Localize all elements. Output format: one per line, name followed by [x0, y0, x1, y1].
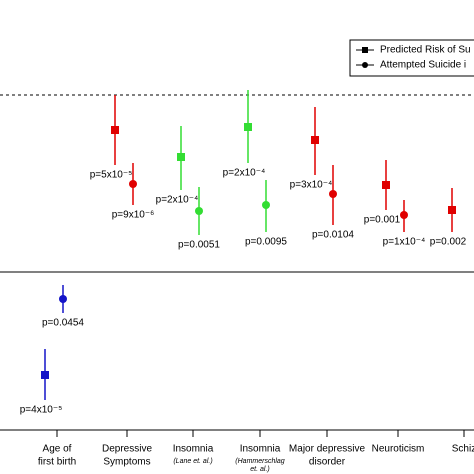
p-label: p=2x10⁻⁴: [223, 168, 266, 179]
point: [111, 126, 119, 134]
p-label: p=0.0095: [245, 237, 287, 248]
p-label: p=3x10⁻⁴: [290, 180, 333, 191]
x-tick-label: Insomnia: [240, 444, 281, 455]
legend-box: [349, 39, 474, 77]
legend-marker: [362, 62, 368, 68]
point: [129, 180, 137, 188]
x-tick-label: disorder: [309, 457, 346, 468]
category-note: (Hammerschlag: [235, 458, 285, 465]
p-label: p=1x10⁻⁴: [383, 237, 426, 248]
category-note: (Lane et. al.): [173, 458, 212, 465]
legend-label: Attempted Suicide i: [380, 60, 466, 71]
p-label: p=5x10⁻⁵: [90, 170, 133, 181]
x-tick-label: first birth: [38, 457, 76, 468]
point: [59, 295, 67, 303]
p-label: p=0.0454: [42, 318, 84, 329]
point: [329, 190, 337, 198]
x-tick-label: Depressive: [102, 444, 152, 455]
point: [448, 206, 456, 214]
point: [177, 153, 185, 161]
point: [311, 136, 319, 144]
x-tick-label: Schiz: [452, 444, 474, 455]
legend-label: Predicted Risk of Su: [380, 45, 471, 56]
point: [41, 371, 49, 379]
point: [195, 207, 203, 215]
p-label: p=9x10⁻⁶: [112, 210, 154, 221]
p-label: p=0.002: [430, 237, 467, 248]
x-tick-label: Insomnia: [173, 444, 214, 455]
legend-marker: [362, 47, 368, 53]
x-tick-label: Neuroticism: [372, 444, 425, 455]
point: [400, 211, 408, 219]
x-tick-label: Symptoms: [103, 457, 150, 468]
p-label: p=0.001: [364, 215, 401, 226]
p-label: p=4x10⁻⁵: [20, 405, 63, 416]
p-label: p=2x10⁻⁴: [156, 195, 199, 206]
x-tick-label: Age of: [43, 444, 72, 455]
point: [244, 123, 252, 131]
category-note: et. al.): [250, 466, 269, 473]
p-label: p=0.0051: [178, 240, 220, 251]
p-label: p=0.0104: [312, 230, 354, 241]
point: [382, 181, 390, 189]
point: [262, 201, 270, 209]
x-tick-label: Major depressive: [289, 444, 366, 455]
